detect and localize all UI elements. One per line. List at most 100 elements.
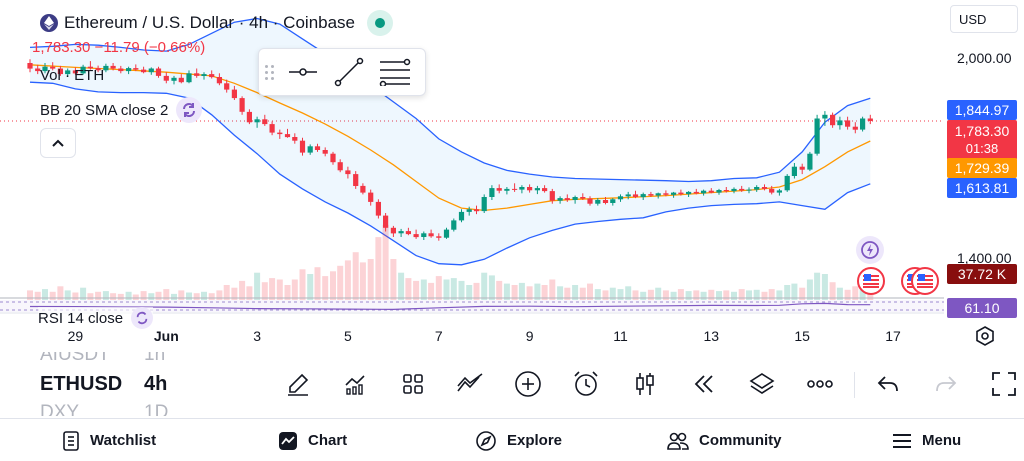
undo-icon[interactable]: [874, 370, 902, 398]
volume-bar: [670, 291, 677, 300]
fullscreen-icon[interactable]: [990, 370, 1018, 398]
volume-bar: [132, 294, 139, 300]
fib-retracement-icon: [379, 58, 411, 86]
bottom-toolbar[interactable]: AIUSDT 1h ETHUSD 4h DXY 1D: [0, 352, 1024, 416]
drag-handle-icon[interactable]: [265, 64, 275, 80]
nav-menu[interactable]: Menu: [892, 419, 961, 461]
volume-bar: [852, 286, 859, 300]
more-icon[interactable]: [806, 370, 834, 398]
volume-bar: [708, 289, 715, 301]
nav-watchlist[interactable]: Watchlist: [62, 419, 156, 461]
upper-band-tag: 1,844.97: [947, 100, 1017, 120]
candle-body: [731, 188, 737, 192]
candle-body: [489, 188, 495, 197]
symbol-row-active[interactable]: ETHUSD 4h: [40, 373, 168, 395]
symbol-title: Ethereum / U.S. Dollar · 4h · Coinbase: [64, 13, 356, 32]
candle-body: [299, 140, 306, 153]
nav-community-label: Community: [699, 432, 782, 449]
drawing-toolbar[interactable]: [258, 48, 426, 96]
volume-bar: [829, 282, 836, 300]
volume-bar: [564, 287, 571, 300]
volume-bar: [814, 272, 821, 300]
candle-body: [807, 153, 813, 170]
volume-bar: [428, 282, 435, 300]
candle-body: [632, 194, 639, 197]
symbol-row-prev[interactable]: AIUSDT 1h: [40, 352, 166, 365]
chart-settings-button[interactable]: [974, 325, 996, 347]
volume-bar: [140, 291, 147, 300]
volume-bar: [375, 237, 382, 300]
market-open-icon[interactable]: [367, 10, 394, 36]
candle-body: [322, 150, 328, 154]
indicators-icon[interactable]: [341, 370, 369, 398]
volume-tag: 37.72 K: [947, 264, 1017, 284]
redo-icon[interactable]: [932, 370, 960, 398]
alert-icon[interactable]: [572, 370, 600, 398]
lower-band-tag: 1,613.81: [947, 178, 1017, 198]
middle-band-tag: 1,729.39: [947, 158, 1017, 178]
candle-body: [739, 188, 745, 191]
volume-bar: [784, 285, 791, 300]
fib-tool[interactable]: [377, 54, 413, 90]
candle-body: [595, 200, 601, 204]
candle-body: [791, 166, 797, 176]
brush-icon[interactable]: [284, 370, 312, 398]
last-price-value: 1,783.30: [954, 123, 1010, 139]
collapse-legend-button[interactable]: [40, 128, 76, 158]
date-tick-label: 5: [343, 328, 352, 344]
date-tick-label: 9: [525, 328, 534, 344]
candle-body: [360, 185, 366, 193]
menu-icon: [893, 433, 911, 448]
nav-community[interactable]: Community: [667, 419, 782, 461]
nav-chart[interactable]: Chart: [278, 419, 347, 461]
candle-body: [527, 187, 533, 191]
replay-icon[interactable]: [690, 370, 718, 398]
volume-bar: [594, 289, 601, 300]
bottom-navigation[interactable]: Watchlist Chart Explore Community Menu: [0, 418, 1024, 461]
chevron-up-icon: [52, 139, 64, 147]
currency-selector[interactable]: USD: [950, 5, 1018, 33]
rsi-pane: [0, 300, 944, 312]
candles-icon[interactable]: [631, 370, 659, 398]
symbol-legend[interactable]: Ethereum / U.S. Dollar · 4h · Coinbase: [40, 10, 394, 36]
volume-legend[interactable]: Vol · ETH: [40, 67, 105, 84]
horizontal-line-icon: [289, 68, 317, 76]
candle-body: [35, 68, 41, 72]
candle-body: [496, 188, 502, 191]
layers-icon[interactable]: [748, 370, 776, 398]
symbol-row-next[interactable]: DXY 1D: [40, 402, 169, 416]
nav-explore[interactable]: Explore: [475, 419, 562, 461]
volume-bar: [579, 287, 586, 300]
rsi-legend[interactable]: RSI 14 close: [38, 307, 154, 329]
ideas-icon[interactable]: [856, 236, 884, 264]
us-flag-icon[interactable]: [857, 267, 885, 295]
candle-body: [246, 111, 252, 123]
price-chart[interactable]: [0, 0, 1024, 346]
volume-bar: [201, 291, 207, 300]
volume-bar: [246, 286, 253, 300]
add-icon[interactable]: [514, 370, 542, 398]
symbol-switcher[interactable]: AIUSDT 1h ETHUSD 4h DXY 1D: [40, 352, 180, 416]
candle-body: [814, 118, 820, 154]
horizontal-line-tool[interactable]: [285, 54, 321, 90]
volume-bar: [647, 289, 654, 301]
candle-body: [625, 194, 631, 197]
compare-icon[interactable]: [456, 370, 484, 398]
bollinger-legend[interactable]: BB 20 SMA close 2: [40, 97, 203, 123]
candle-body: [277, 132, 283, 135]
candle-body: [708, 190, 714, 193]
volume-bar: [34, 291, 41, 300]
candle-body: [617, 196, 624, 200]
candle-body: [466, 209, 472, 212]
candle-body: [701, 190, 707, 194]
volume-bar: [27, 290, 33, 300]
trend-line-tool[interactable]: [331, 54, 367, 90]
candle-body: [845, 120, 851, 127]
chart-area[interactable]: Ethereum / U.S. Dollar · 4h · Coinbase 1…: [0, 0, 1024, 346]
volume-bar: [314, 267, 321, 300]
candle-body: [852, 126, 858, 130]
us-flag-icon[interactable]: [911, 267, 939, 295]
volume-bar: [405, 278, 412, 300]
candle-body: [822, 114, 828, 119]
templates-icon[interactable]: [399, 370, 427, 398]
